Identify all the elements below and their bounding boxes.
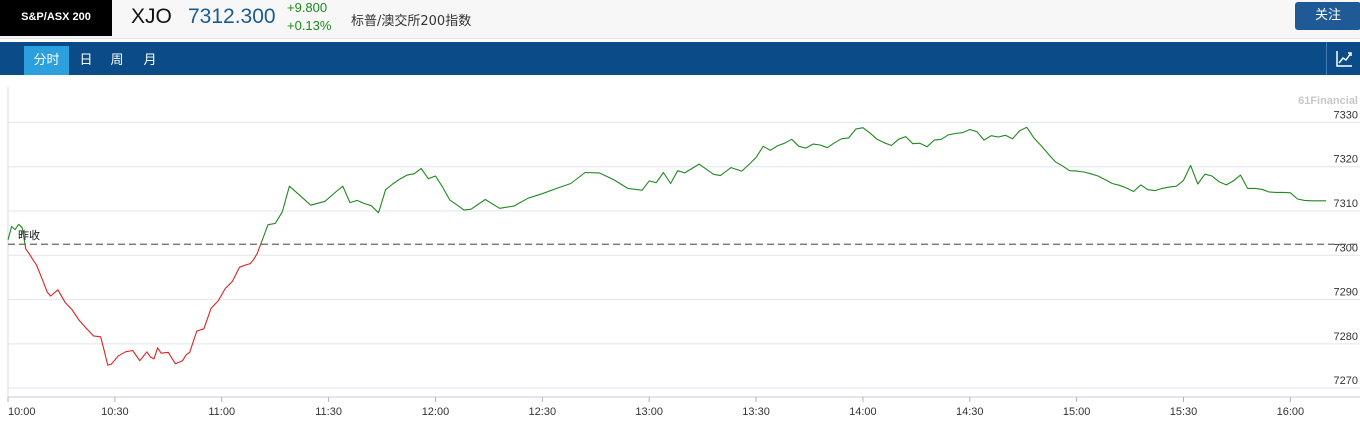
y-tick-label: 7310	[1334, 198, 1358, 210]
chart-grid	[7, 87, 1360, 398]
tab-monthly[interactable]: 月	[143, 53, 157, 68]
quote-header: S&P/ASX 200 XJO 7312.300 +9.800 +0.13% 标…	[0, 0, 1360, 39]
y-tick-label: 7270	[1334, 375, 1358, 387]
tab-daily[interactable]: 日	[79, 53, 93, 68]
x-tick-label: 12:30	[529, 406, 557, 418]
x-tick-label: 14:00	[849, 406, 877, 418]
y-axis-ticks: 7270 7280 7290 7300 7310 7320 7330	[1334, 109, 1358, 387]
x-tick-label: 15:00	[1063, 406, 1091, 418]
x-tick-label: 14:30	[956, 406, 984, 418]
x-tick-label: 16:00	[1277, 406, 1305, 418]
x-tick-label: 13:00	[635, 406, 663, 418]
price-lines	[7, 126, 1326, 366]
y-tick-label: 7290	[1334, 287, 1358, 299]
x-tick-label: 11:00	[208, 406, 235, 418]
x-tick-label: 13:30	[742, 406, 770, 418]
period-tab-bar: 分时 日 周 月	[0, 42, 1360, 75]
price-change: +9.800	[287, 0, 328, 15]
chart-type-button[interactable]	[1326, 42, 1360, 75]
price-line-above	[7, 223, 26, 245]
y-tick-label: 7280	[1334, 331, 1358, 343]
x-tick-label: 11:30	[315, 406, 342, 418]
x-tick-label: 15:30	[1170, 406, 1198, 418]
x-tick-label: 10:00	[8, 406, 36, 418]
y-tick-label: 7330	[1334, 109, 1358, 121]
tab-intraday[interactable]: 分时	[24, 46, 69, 75]
x-tick-label: 12:00	[422, 406, 450, 418]
ticker-symbol: XJO	[131, 5, 172, 28]
watermark: 61Financial	[1298, 95, 1358, 107]
line-chart-icon	[1336, 51, 1352, 67]
y-tick-label: 7300	[1334, 242, 1358, 254]
index-badge: S&P/ASX 200	[0, 0, 112, 36]
last-price: 7312.300	[188, 5, 276, 28]
price-line-above	[260, 126, 1326, 245]
x-tick-label: 10:30	[101, 406, 129, 418]
price-line-below	[24, 244, 262, 366]
x-axis-ticks: 10:00 10:30 11:00 11:30 12:00 12:30 13:00 13:30…	[7, 397, 1305, 418]
price-change-percent: +0.13%	[287, 18, 332, 33]
prev-close-label: 昨收	[18, 228, 40, 242]
intraday-chart: 61Financial 7270 7280 7290 7300 7310 7320 7330…	[7, 87, 1360, 418]
y-tick-label: 7320	[1334, 154, 1358, 166]
follow-button[interactable]: 关注	[1295, 2, 1360, 30]
tab-weekly[interactable]: 周	[110, 53, 124, 68]
index-name: 标普/澳交所200指数	[351, 14, 472, 29]
